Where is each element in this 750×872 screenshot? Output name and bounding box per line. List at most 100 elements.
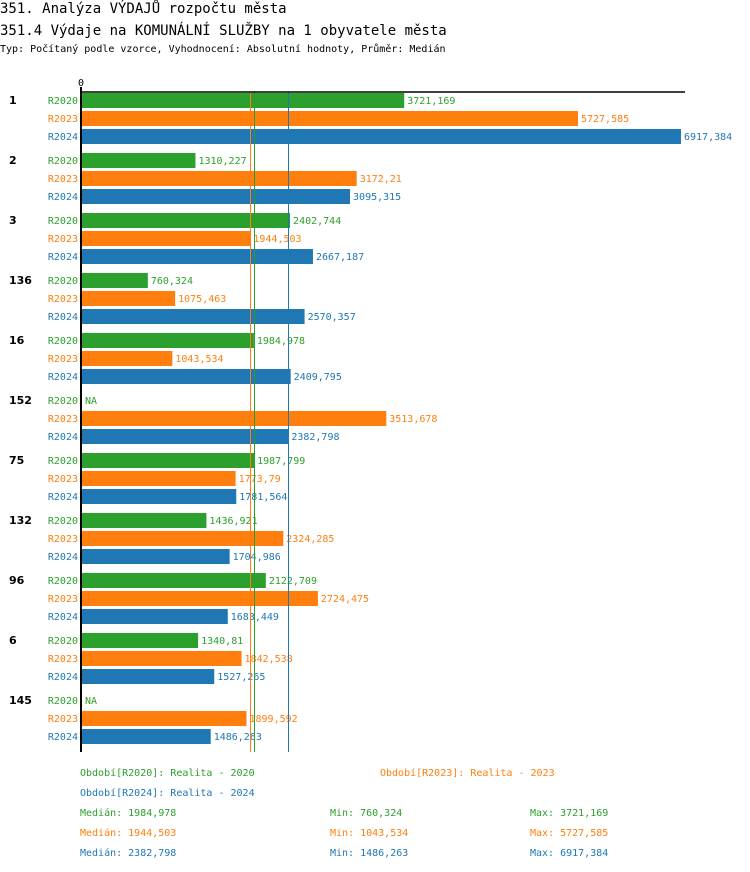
- data-label: 1899,592: [249, 714, 297, 725]
- data-label: 1486,263: [214, 732, 262, 743]
- x-tick-label: 0: [78, 78, 84, 89]
- category-label: 75: [9, 454, 24, 467]
- data-label: 2667,187: [316, 252, 364, 263]
- data-label: 1984,978: [257, 336, 305, 347]
- stat-median-r2024: Medián: 2382,798: [80, 848, 177, 859]
- data-label: 760,324: [151, 276, 193, 287]
- stat-median-r2023: Medián: 1944,503: [80, 828, 177, 839]
- legend-item-r2020: Období[R2020]: Realita - 2020: [80, 768, 255, 779]
- data-label: 2324,285: [286, 534, 334, 545]
- data-label: 3721,169: [407, 96, 455, 107]
- category-label: 2: [9, 154, 17, 167]
- bar-r2024: [82, 249, 313, 264]
- category-label: 1: [9, 94, 17, 107]
- stat-max-r2023: Max: 5727,585: [530, 828, 609, 839]
- bar-r2024: [82, 429, 289, 444]
- data-label: 2382,798: [291, 432, 339, 443]
- data-label: 1527,265: [217, 672, 265, 683]
- category-label: 136: [9, 274, 32, 287]
- data-label: 2122,709: [269, 576, 317, 587]
- series-label: R2020: [48, 396, 78, 407]
- data-label: 3172,21: [360, 174, 402, 185]
- series-label: R2024: [48, 492, 78, 503]
- category-label: 96: [9, 574, 25, 587]
- series-label: R2020: [48, 456, 78, 467]
- bar-r2020: [82, 333, 254, 348]
- series-label: R2020: [48, 276, 78, 287]
- stat-max-r2024: Max: 6917,384: [530, 848, 609, 859]
- data-label: 1340,81: [201, 636, 243, 647]
- series-label: R2024: [48, 432, 78, 443]
- data-label: 3513,678: [389, 414, 437, 425]
- bar-r2020: [82, 633, 199, 648]
- legend-item-r2023: Období[R2023]: Realita - 2023: [380, 768, 555, 779]
- series-label: R2024: [48, 552, 78, 563]
- bar-r2024: [82, 669, 215, 684]
- series-label: R2020: [48, 516, 78, 527]
- series-label: R2024: [48, 192, 78, 203]
- series-label: R2024: [48, 252, 78, 263]
- bar-r2024: [82, 729, 211, 744]
- series-label: R2023: [48, 354, 78, 365]
- data-label: 1773,79: [239, 474, 281, 485]
- bar-r2024: [82, 309, 305, 324]
- chart-subtitle: 351.4 Výdaje na KOMUNÁLNÍ SLUŽBY na 1 ob…: [0, 23, 447, 39]
- series-label: R2023: [48, 294, 78, 305]
- data-label: 1781,564: [239, 492, 287, 503]
- bar-r2024: [82, 489, 237, 504]
- chart-title: 351. Analýza VÝDAJŮ rozpočtu města: [0, 1, 287, 17]
- series-label: R2023: [48, 414, 78, 425]
- data-label: 1944,503: [253, 234, 301, 245]
- data-label: 1436,921: [209, 516, 257, 527]
- category-label: 3: [9, 214, 17, 227]
- data-label: 3095,315: [353, 192, 401, 203]
- series-label: R2023: [48, 174, 78, 185]
- bar-r2023: [82, 411, 387, 426]
- data-label: 2402,744: [293, 216, 341, 227]
- bar-r2023: [82, 351, 173, 366]
- stat-min-r2023: Min: 1043,534: [330, 828, 409, 839]
- series-label: R2023: [48, 534, 78, 545]
- series-label: R2024: [48, 372, 78, 383]
- series-label: R2023: [48, 594, 78, 605]
- bar-r2023: [82, 231, 251, 246]
- data-label: 2724,475: [321, 594, 369, 605]
- bar-r2020: [82, 93, 405, 108]
- bar-r2023: [82, 591, 318, 606]
- stat-max-r2020: Max: 3721,169: [530, 808, 609, 819]
- series-label: R2023: [48, 474, 78, 485]
- bar-r2023: [82, 711, 247, 726]
- bar-r2023: [82, 291, 176, 306]
- bar-r2020: [82, 453, 255, 468]
- legend-item-r2024: Období[R2024]: Realita - 2024: [80, 788, 255, 799]
- data-label: NA: [85, 696, 97, 707]
- series-label: R2024: [48, 672, 78, 683]
- series-label: R2023: [48, 714, 78, 725]
- series-label: R2024: [48, 732, 78, 743]
- category-label: 132: [9, 514, 32, 527]
- data-label: 6917,384: [684, 132, 732, 143]
- data-label: NA: [85, 396, 97, 407]
- category-label: 152: [9, 394, 32, 407]
- series-label: R2024: [48, 312, 78, 323]
- series-label: R2020: [48, 636, 78, 647]
- bar-r2023: [82, 651, 242, 666]
- data-label: 2409,795: [294, 372, 342, 383]
- data-label: 1704,986: [233, 552, 281, 563]
- bar-r2023: [82, 531, 284, 546]
- bar-r2024: [82, 129, 681, 144]
- data-label: 1842,538: [245, 654, 293, 665]
- series-label: R2020: [48, 696, 78, 707]
- bar-r2023: [82, 111, 578, 126]
- data-label: 1987,799: [257, 456, 305, 467]
- bar-r2020: [82, 513, 207, 528]
- series-label: R2024: [48, 612, 78, 623]
- series-label: R2020: [48, 576, 78, 587]
- series-label: R2020: [48, 96, 78, 107]
- chart-type-description: Typ: Počítaný podle vzorce, Vyhodnocení:…: [0, 44, 446, 55]
- bar-r2020: [82, 153, 196, 168]
- series-label: R2023: [48, 114, 78, 125]
- bar-chart: 0 1 R2020 3721,169 R2023 5727,585 R2024 6917,38…: [9, 78, 732, 752]
- data-label: 1310,227: [198, 156, 246, 167]
- series-label: R2020: [48, 216, 78, 227]
